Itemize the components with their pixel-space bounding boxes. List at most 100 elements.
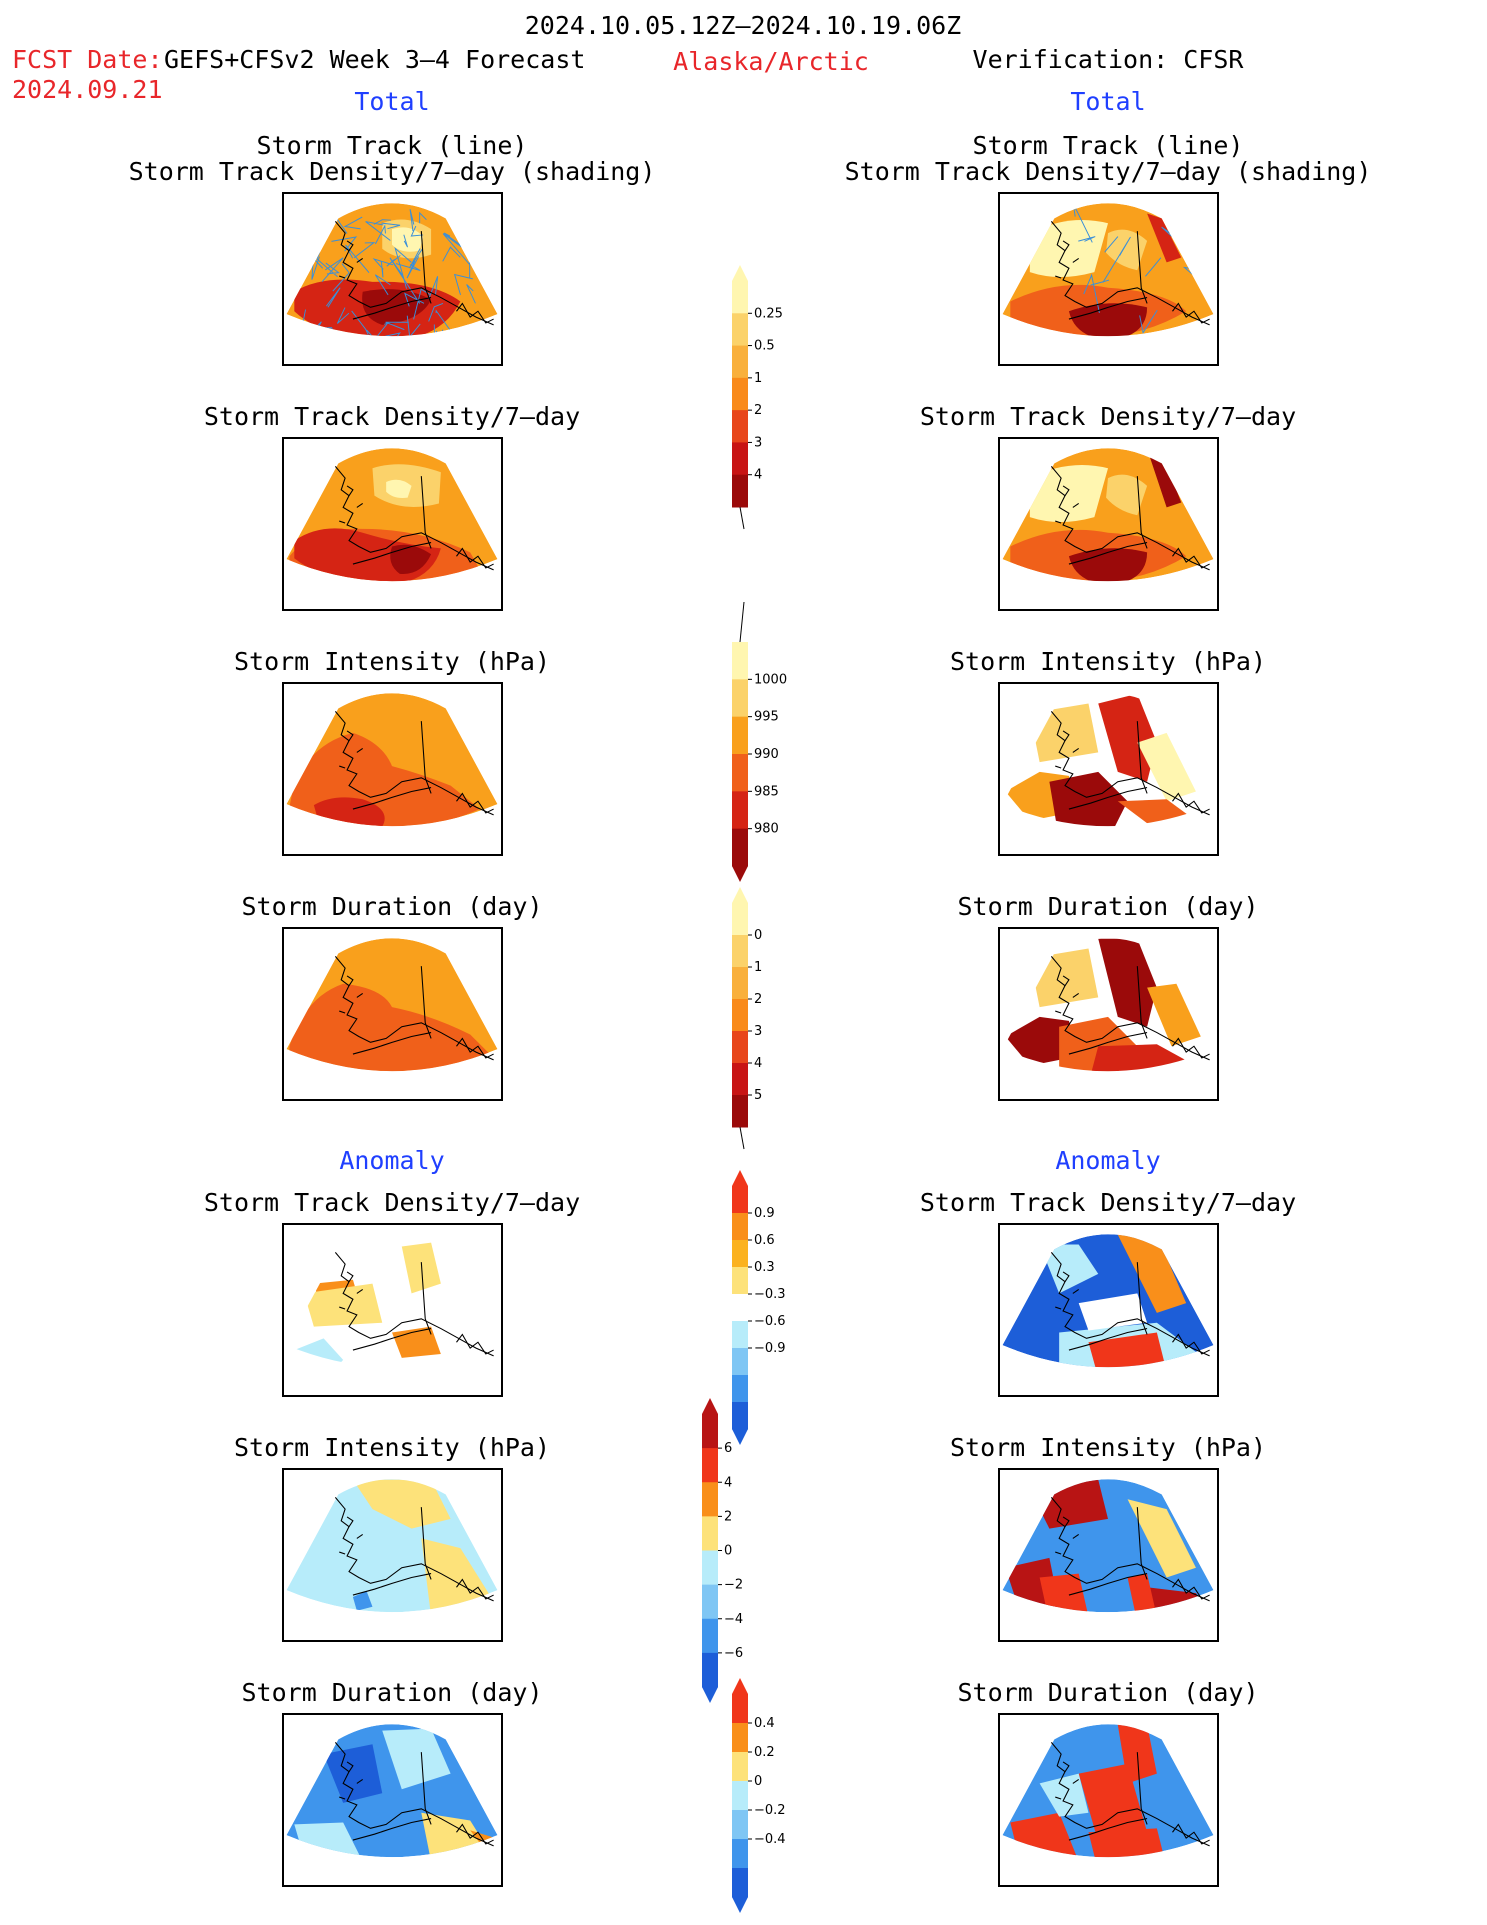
peninsula-line — [352, 297, 432, 320]
colorbar-label: 1 — [754, 960, 762, 975]
shade-region — [1147, 448, 1182, 508]
panhandle-line — [1172, 302, 1210, 324]
border-line — [1136, 1752, 1148, 1825]
border-line — [1136, 1507, 1148, 1580]
panhandle-line — [456, 547, 494, 569]
colorbar-label: 0.3 — [754, 1260, 775, 1275]
shade-region — [1029, 465, 1109, 523]
peninsula-line — [352, 1573, 432, 1596]
colorbar-boxes — [732, 1678, 748, 1913]
shade-region — [390, 544, 432, 574]
peninsula-line — [352, 787, 432, 810]
colorbar-box — [732, 935, 748, 968]
shade-region — [421, 1538, 490, 1613]
colorbar-boxes — [732, 887, 748, 1128]
colorbar-box — [732, 1186, 748, 1214]
region-title: Alaska/Arctic — [673, 47, 869, 76]
shade-region — [1039, 1773, 1089, 1817]
border-line — [420, 1262, 432, 1335]
map-coastlines — [1050, 1742, 1210, 1847]
map-forecast-track — [282, 192, 503, 366]
colorbar-box — [732, 1348, 748, 1376]
colorbar-boxes — [732, 265, 748, 508]
colorbar-box — [702, 1448, 718, 1483]
verification-title: Verification: CFSR — [972, 45, 1244, 74]
peninsula-line — [1068, 787, 1148, 810]
islands-line — [339, 1271, 363, 1310]
colorbar-label: −0.6 — [754, 1314, 786, 1329]
panhandle-line — [1172, 1037, 1210, 1059]
colorbar-label: 980 — [754, 822, 779, 837]
islands-line — [1055, 1516, 1079, 1555]
islands-line — [1055, 730, 1079, 769]
title-track-shading-left: Storm Track Density/7–day (shading) — [128, 157, 656, 186]
colorbar-box — [732, 999, 748, 1032]
shade-region — [1147, 983, 1201, 1047]
map-coastlines — [1050, 1252, 1210, 1357]
colorbar-box — [732, 474, 748, 508]
shade-region — [1029, 948, 1099, 1008]
colorbar-box — [732, 410, 748, 443]
map-forecast-density — [282, 437, 503, 611]
map-verif-density — [998, 437, 1219, 611]
shade-region — [1088, 1044, 1196, 1072]
coastline — [334, 1497, 494, 1602]
anomaly-label-left: Anomaly — [339, 1146, 445, 1175]
colorbar-label: −4 — [724, 1612, 743, 1627]
colorbar-label: 2 — [754, 992, 762, 1007]
colorbar-label: −0.4 — [754, 1832, 786, 1847]
colorbar-box — [732, 313, 748, 347]
total-label-right: Total — [1070, 87, 1146, 116]
colorbar-box — [732, 1240, 748, 1268]
colorbar-arrow-bottom — [732, 1429, 748, 1445]
title-track-line-right: Storm Track (line) — [972, 131, 1244, 160]
coastline — [1050, 1497, 1210, 1602]
colorbar-arrow-bottom — [732, 1897, 748, 1913]
shade-region — [1039, 1244, 1099, 1294]
colorbar-box — [732, 1095, 748, 1128]
panhandle-line — [456, 302, 494, 324]
colorbar-label: −0.3 — [754, 1287, 786, 1302]
colorbar-label: 3 — [754, 435, 762, 450]
coastline — [334, 466, 494, 571]
colorbar-label: 0 — [724, 1544, 732, 1559]
map-coastlines — [334, 1497, 494, 1602]
anomaly-label-right: Anomaly — [1055, 1146, 1161, 1175]
panhandle-line — [456, 792, 494, 814]
shade-region — [289, 983, 490, 1072]
colorbar-label: 4 — [754, 468, 762, 483]
colorbar-label: 0.25 — [754, 306, 783, 321]
colorbar-box — [732, 281, 748, 314]
colorbar-box — [702, 1618, 718, 1654]
map-coastlines — [334, 711, 494, 816]
border-line — [420, 1752, 432, 1825]
coastline — [334, 1742, 494, 1847]
coastline — [334, 221, 494, 326]
shade-region — [1106, 474, 1148, 516]
islands-line — [339, 1516, 363, 1555]
colorbar-box — [702, 1584, 718, 1620]
colorbar-box — [732, 345, 748, 379]
coastline — [1050, 1252, 1210, 1357]
fcst-date-label: FCST Date: — [12, 45, 163, 74]
map-coastlines — [334, 221, 494, 326]
border-line — [1136, 721, 1148, 794]
map-coastlines — [1050, 221, 1210, 326]
peninsula-line — [1068, 1818, 1148, 1841]
shade-region — [382, 1728, 451, 1790]
shaded-field — [1002, 448, 1214, 582]
title-density-right: Storm Track Density/7–day — [919, 402, 1297, 431]
shaded-field — [1002, 1724, 1214, 1858]
colorbar-boxes — [702, 1398, 718, 1703]
map-verif-intensity — [998, 682, 1219, 856]
title-intensity-anom-right: Storm Intensity (hPa) — [949, 1433, 1267, 1462]
colorbar-box — [732, 967, 748, 1000]
colorbar-box — [732, 1321, 748, 1349]
map-forecast-intensity-anomaly — [282, 1468, 503, 1642]
peninsula-line — [1068, 1032, 1148, 1055]
colorbar-box — [702, 1652, 718, 1688]
colorbar-label: 1 — [754, 371, 762, 386]
shade-region — [1068, 548, 1148, 582]
shaded-field — [1002, 1479, 1214, 1613]
peninsula-line — [352, 542, 432, 565]
